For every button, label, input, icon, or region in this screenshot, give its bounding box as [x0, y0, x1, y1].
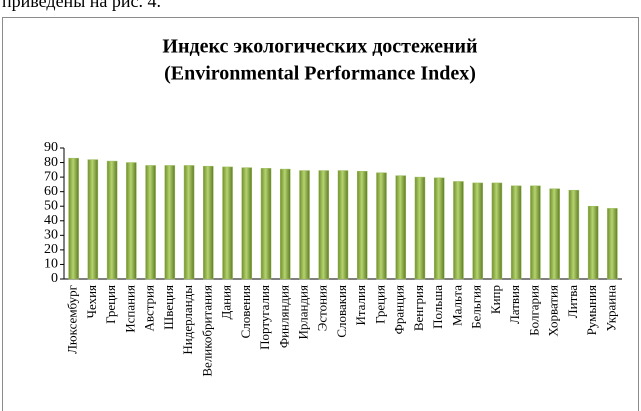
x-tick-label: Португалия — [257, 285, 272, 350]
x-tick-label: Кипр — [488, 285, 503, 314]
bar — [106, 160, 118, 280]
bar — [376, 172, 387, 280]
x-tick-label: Румыния — [584, 285, 599, 335]
x-tick-label: Великобритания — [199, 285, 214, 377]
bar — [510, 185, 522, 280]
bar — [145, 165, 156, 280]
bar — [280, 168, 291, 280]
x-tick-label: Греция — [372, 285, 387, 324]
x-tick-label: Ирландия — [296, 285, 311, 340]
x-tick-label: Финляндия — [276, 285, 291, 348]
x-tick-label: Франция — [392, 285, 407, 334]
bar — [203, 165, 214, 280]
y-tick-label: 50 — [44, 198, 58, 213]
x-tick-label: Словения — [238, 285, 253, 338]
document-text: приведены на рис. 4. — [2, 0, 161, 11]
bar — [183, 165, 195, 280]
bar — [164, 165, 176, 280]
bar — [568, 189, 580, 280]
y-tick-label: 60 — [44, 184, 58, 199]
bar — [126, 162, 137, 280]
bar — [472, 182, 483, 280]
bar — [356, 171, 368, 280]
y-tick-label: 90 — [44, 140, 58, 155]
x-tick-label: Бельгия — [469, 285, 484, 329]
bar — [607, 208, 618, 280]
x-tick-label: Словакия — [334, 285, 349, 338]
bar — [337, 170, 349, 280]
x-tick-label: Латвия — [507, 285, 522, 324]
bar — [549, 188, 560, 280]
y-tick-label: 0 — [51, 271, 58, 286]
y-tick-label: 70 — [44, 169, 58, 184]
bar — [530, 185, 541, 280]
x-tick-label: Испания — [122, 285, 137, 333]
bar — [453, 181, 464, 280]
x-tick-label: Австрия — [142, 285, 157, 332]
x-tick-label: Польша — [430, 285, 445, 329]
x-tick-label: Чехия — [84, 285, 99, 319]
bar — [433, 177, 445, 280]
bar — [87, 159, 99, 280]
bar — [587, 205, 599, 280]
x-tick-label: Италия — [353, 285, 368, 326]
y-tick-label: 10 — [44, 257, 58, 272]
y-tick-label: 30 — [44, 228, 58, 243]
x-tick-label: Дания — [219, 285, 234, 320]
bar — [260, 168, 272, 280]
x-tick-label: Люксембург — [65, 285, 80, 354]
x-tick-label: Греция — [103, 285, 118, 324]
x-tick-label: Хорватия — [546, 285, 561, 337]
chart-subtitle: (Environmental Performance Index) — [164, 63, 476, 85]
x-tick-label: Швеция — [161, 285, 176, 330]
y-tick-label: 80 — [44, 155, 58, 170]
bar — [222, 166, 233, 280]
bar — [299, 170, 310, 280]
x-tick-label: Украина — [603, 285, 618, 332]
x-tick-label: Мальта — [449, 285, 464, 326]
bar — [414, 176, 426, 280]
y-tick-label: 20 — [44, 242, 58, 257]
chart-title: Индекс экологических достежений — [162, 36, 477, 58]
bar — [491, 182, 503, 280]
bar — [68, 157, 79, 280]
bar — [318, 170, 330, 280]
x-tick-label: Болгария — [526, 285, 541, 336]
x-tick-label: Литва — [565, 285, 580, 318]
bar — [241, 167, 253, 280]
x-tick-label: Нидерланды — [180, 285, 195, 355]
bar — [395, 175, 406, 280]
x-tick-label: Венгрия — [411, 285, 426, 331]
x-tick-label: Эстония — [315, 285, 330, 331]
y-tick-label: 40 — [44, 213, 58, 228]
